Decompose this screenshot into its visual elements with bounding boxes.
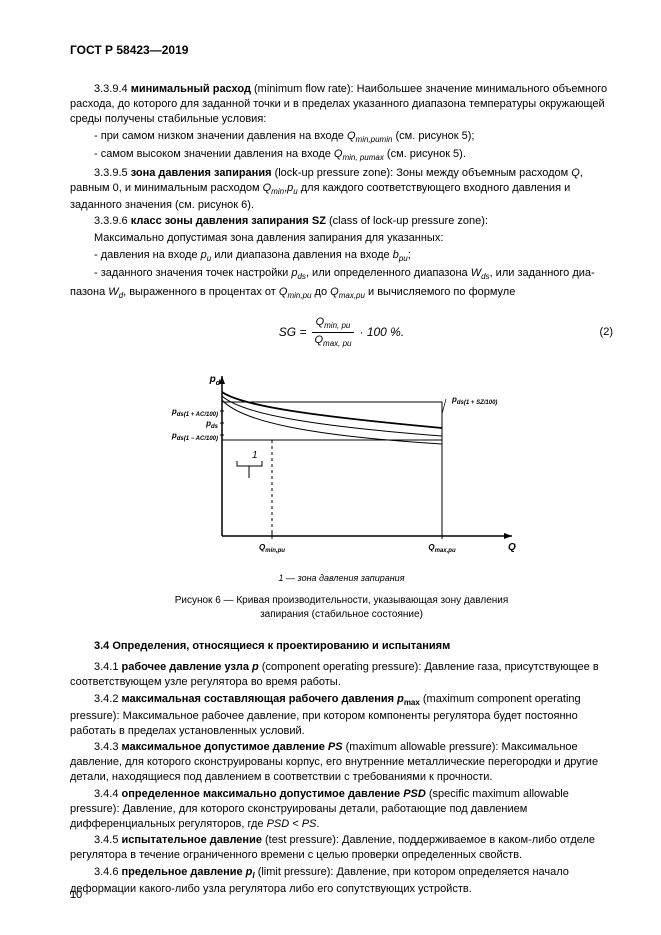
t: , или определенного диапазона [306,267,471,279]
fraction: Qmin, pu Qmax, pu [310,315,355,350]
t: запирания (стабильное состояние) [260,609,423,620]
sub: min,pumin [356,135,393,144]
svg-text:Qmin,pu: Qmin,pu [259,543,285,554]
chart-legend: 1 — зона давления запирания [70,572,613,584]
performance-chart: pd Qpds(1 + SZ/100) pds(1 + AC/100)pdspds(… [162,366,522,566]
para-cont: пазона Wd, выраженного в процентах от Qm… [70,285,613,302]
para-341: 3.4.1 рабочее давление узла p (component… [70,660,613,690]
para-345: 3.4.5 испытательное давление (test press… [70,833,613,863]
sub: min, pu [324,321,350,330]
sym: PS [328,741,343,753]
svg-text:pds(1 − AC/100): pds(1 − AC/100) [170,431,217,442]
rhs: · 100 %. [360,324,405,340]
svg-text:pds(1 + AC/100): pds(1 + AC/100) [170,407,217,418]
term: максимальная составляющая рабочего давле… [122,693,398,705]
sym: p [397,693,404,705]
t: Рисунок 6 — Кривая производительности, у… [175,595,509,606]
t: или диапазона давления на входе [211,249,393,261]
para-342: 3.4.2 максимальная составляющая рабочего… [70,692,613,739]
sub: min [271,187,284,196]
formula-2: SG = Qmin, pu Qmax, pu · 100 %. (2) [70,312,613,352]
page-number: 10 [70,888,82,903]
term: предельное давление [122,866,246,878]
term: минимальный расход [131,83,251,95]
t: ; [408,249,411,261]
num: 3.4.3 [94,741,122,753]
term: класс зоны давления запирания SZ [131,215,326,227]
para-3394: 3.3.9.4 минимальный расход (minimum flow… [70,82,613,127]
t: , или заданного диа- [490,267,595,279]
t: пазона [70,286,108,298]
para-3395: 3.3.9.5 зона давления запирания (lock-up… [70,166,613,213]
sym: W [471,267,481,279]
t: (class of lock-up pressure zone): [326,215,488,227]
num: 3.4.6 [94,866,122,878]
t: самом высоком значении давления на входе [101,148,334,160]
sym: PSD < PS [267,818,317,830]
svg-text:Qmax,pu: Qmax,pu [428,543,456,554]
term: зона давления запирания [131,167,272,179]
t: давления на входе [101,249,201,261]
sym: Q [347,130,356,142]
lhs: SG = [279,324,307,340]
sub: max [404,698,420,707]
sub: ds [481,272,489,281]
t: , выраженного в процентах от [123,286,279,298]
para-max: Максимально допустимая зона давления зап… [70,231,613,246]
list-item: самом высоком значении давления на входе… [70,147,613,164]
doc-header: ГОСТ Р 58423—2019 [70,42,613,58]
list-item: заданного значения точек настройки pds, … [70,266,613,283]
term: определенное максимально допустимое давл… [122,788,404,800]
list-class: давления на входе pu или диапазона давле… [70,248,613,283]
section-34: 3.4 Определения, относящиеся к проектиро… [70,639,613,654]
sub: max,pu [339,291,365,300]
eq-number: (2) [600,325,613,340]
list-item: при самом низком значении давления на вх… [70,129,613,146]
svg-text:pds(1 + SZ/100): pds(1 + SZ/100) [451,395,497,406]
sub: pu [399,254,408,263]
t: при самом низком значении давления на вх… [101,130,347,142]
para-346: 3.4.6 предельное давление pl (limit pres… [70,865,613,897]
t: (см. рисунок 5); [392,130,474,142]
num: 3.4.2 [94,693,122,705]
list-3394: при самом низком значении давления на вх… [70,129,613,164]
num: 3.4.1 [94,661,122,673]
t: заданного значения точек настройки [101,267,292,279]
term: испытательное давление [122,834,262,846]
num: 3.3.9.5 [94,167,131,179]
term: максимальное допустимое давление [122,741,328,753]
sym: PSD [403,788,426,800]
sym: Q [571,167,580,179]
sym: Q [314,334,323,346]
num: 3.4.4 [94,788,122,800]
t: (см. рисунок 5). [384,148,466,160]
svg-text:1: 1 [252,450,258,461]
t: до [311,286,330,298]
para-344: 3.4.4 определенное максимально допустимо… [70,787,613,832]
svg-text:Q: Q [508,542,516,553]
num: 3.3.9.6 [94,215,131,227]
svg-text:pds: pds [205,419,219,430]
sub: min, pumax [342,153,383,162]
sub: max, pu [323,339,351,348]
svg-text:pd: pd [208,374,220,387]
num: 3.3.9.4 [94,83,131,95]
num: 3.4.5 [94,834,122,846]
sym: Q [263,182,272,194]
sym: Q [330,286,339,298]
para-3396: 3.3.9.6 класс зоны давления запирания SZ… [70,214,613,229]
sub: ds [297,272,305,281]
term: рабочее давление узла [122,661,252,673]
sym: W [108,286,118,298]
sub: min,pu [287,291,311,300]
t: (lock-up pressure zone): Зоны между объе… [272,167,572,179]
para-343: 3.4.3 максимальное допустимое давление P… [70,740,613,785]
sym: p [252,661,259,673]
sym: Q [316,316,325,328]
figure-caption: Рисунок 6 — Кривая производительности, у… [70,594,613,621]
t: и вычисляемого по формуле [365,286,515,298]
t: . [316,818,319,830]
list-item: давления на входе pu или диапазона давле… [70,248,613,265]
